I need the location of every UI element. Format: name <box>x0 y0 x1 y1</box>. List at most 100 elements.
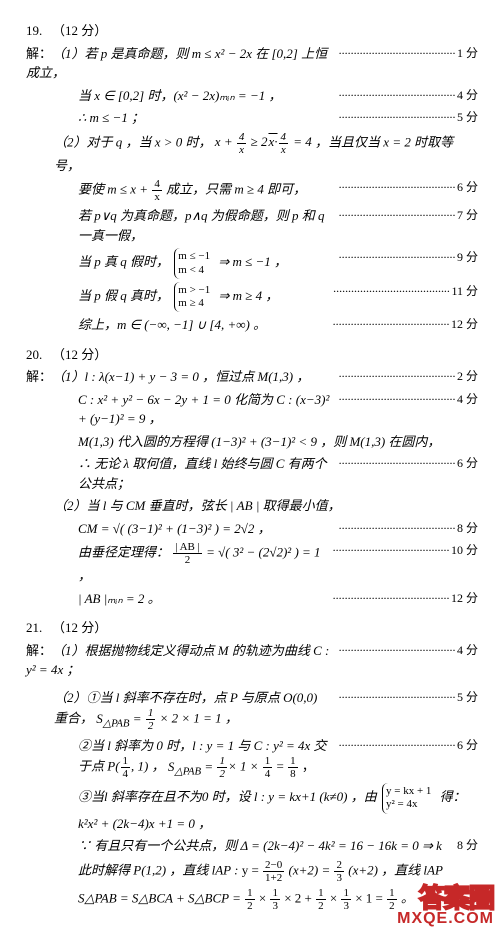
q21-l6: 此时解得 P(1,2) ，直线 lAP : y = 2−01+2 (x+2) =… <box>26 859 478 884</box>
q20-l7: 由垂径定理得： | AB |2 = √( 3² − (2√2)² ) = 1 ，… <box>26 541 478 586</box>
frac-quarter2: 14 <box>263 755 273 780</box>
q21-l5-score: 8 分 <box>457 838 478 852</box>
q19-l6: 若 p∨q 为真命题，p∧q 为假命题，则 p 和 q 一真一假， 7 分 <box>26 206 478 245</box>
q19-l8: 当 p 假 q 真时， m > −1m ≥ 4 ⇒ m ≥ 4 ， 11 分 <box>26 282 478 312</box>
q19-l7-score: 9 分 <box>457 250 478 264</box>
q21-l2-score: 5 分 <box>457 690 478 704</box>
sol-label: 解： <box>26 44 52 64</box>
dots-icon <box>338 46 457 60</box>
watermark-line1: 答案圈 <box>397 885 494 911</box>
q19-l9: 综上，m ∈ (−∞, −1] ∪ [4, +∞) 。 12 分 <box>26 315 478 335</box>
ineq-expr: x + 4x ≥ 2x·4x = 4 <box>215 134 312 149</box>
q21-l3b: , 1) ， <box>131 759 165 774</box>
q20-num: 20. <box>26 345 52 365</box>
brace-icon: m > −1m ≥ 4 <box>174 282 213 312</box>
frac-4x: 4x <box>152 178 162 203</box>
frac-13: 13 <box>270 887 280 912</box>
q19-l1-text: （1）若 p 是真命题，则 m ≤ x² − 2x 在 [0,2] 上恒成立， <box>26 46 327 81</box>
q19-l1-score: 1 分 <box>457 46 478 60</box>
q20-l2: C : x² + y² − 6x − 2y + 1 = 0 化简为 C : (x… <box>26 390 478 429</box>
q19-l5: 要使 m ≤ x + 4x 成立，只需 m ≥ 4 即可， 6 分 <box>26 178 478 203</box>
q19-l6-score: 7 分 <box>457 208 478 222</box>
q20-l1: 解：（1）l : λ(x−1) + y − 3 = 0 ，恒过点 M(1,3) … <box>26 367 478 387</box>
q19-l7: 当 p 真 q 假时， m ≤ −1m < 4 ⇒ m ≤ −1 ， 9 分 <box>26 248 478 278</box>
q21-l3: ②当 l 斜率为 0 时，l : y = 1 与 C : y² = 4x 交于点… <box>26 736 478 781</box>
sol-label: 解： <box>26 367 52 387</box>
q21-num: 21. <box>26 618 52 638</box>
dots-icon <box>338 392 457 406</box>
q21-l5-text: ∵ 有且只有一个公共点，则 Δ = (2k−4)² − 4k² = 16 − 1… <box>78 838 442 853</box>
dots-icon <box>338 643 457 657</box>
q19-num: 19. <box>26 21 52 41</box>
q19-l7arrow: ⇒ m ≤ −1 ， <box>218 255 287 270</box>
q20-l8-score: 12 分 <box>451 591 478 605</box>
q19-l1: 解：（1）若 p 是真命题，则 m ≤ x² − 2x 在 [0,2] 上恒成立… <box>26 44 478 83</box>
q20-l2-score: 4 分 <box>457 392 478 406</box>
frac-13b: 13 <box>341 887 351 912</box>
dots-icon <box>338 110 457 124</box>
q20-l7pre: 由垂径定理得： <box>78 545 169 560</box>
q21-l1-text: （1）根据抛物线定义得动点 M 的轨迹为曲线 C : y² = 4x ； <box>26 643 329 678</box>
q21-l6b: (x+2) = <box>289 862 334 877</box>
q20-l4: ∴ 无论 λ 取何值，直线 l 始终与圆 C 有两个公共点； 6 分 <box>26 454 478 493</box>
q20-l6: CM = √( (3−1)² + (1−3)² ) = 2√2 ， 8 分 <box>26 519 478 539</box>
q19-l7pre: 当 p 真 q 假时， <box>78 255 169 270</box>
q21-l4a: ③当l 斜率存在且不为0 时，设 l : y = kx+1 (k≠0) ，由 <box>78 789 377 804</box>
area-expr-2: S△PAB = 12 <box>168 759 228 774</box>
q19-l2-score: 4 分 <box>457 88 478 102</box>
q20-l5-text: （2）当 l 与 CM 垂直时，弦长 | AB | 取得最小值， <box>54 498 341 513</box>
frac-eighth: 18 <box>288 755 298 780</box>
frac-23: 23 <box>334 859 344 884</box>
brace-icon: y = kx + 1y² = 4x <box>382 783 434 813</box>
q20-l2-text: C : x² + y² − 6x − 2y + 1 = 0 化简为 C : (x… <box>78 392 329 427</box>
dots-icon <box>338 88 457 102</box>
frac-half: 12 <box>245 887 255 912</box>
q20-l3-text: M(1,3) 代入圆的方程得 (1−3)² + (3−1)² < 9 ，则 M(… <box>78 434 440 449</box>
q19-l8pre: 当 p 假 q 真时， <box>78 288 169 303</box>
q19-l3-text: ∴ m ≤ −1 ； <box>78 110 144 125</box>
q21-l3eq: × 1 × <box>228 759 262 774</box>
q19-points: （12 分） <box>52 23 107 38</box>
dots-icon <box>338 369 457 383</box>
q20-l6-text: CM = √( (3−1)² + (1−3)² ) = 2√2 ， <box>78 521 271 536</box>
q20-header: 20.（12 分） <box>26 345 478 365</box>
q19-l3: ∴ m ≤ −1 ； 5 分 <box>26 108 478 128</box>
dots-icon <box>338 738 457 752</box>
q19-l8arrow: ⇒ m ≥ 4 ， <box>218 288 278 303</box>
q20-l1-text: （1）l : λ(x−1) + y − 3 = 0 ，恒过点 M(1,3) ， <box>52 369 309 384</box>
area-expr: S△PAB = 12 <box>96 711 159 726</box>
q20-points: （12 分） <box>52 347 107 362</box>
brace-icon: m ≤ −1m < 4 <box>174 248 213 278</box>
q21-l5: ∵ 有且只有一个公共点，则 Δ = (2k−4)² − 4k² = 16 − 1… <box>26 836 478 856</box>
dots-icon <box>338 521 457 535</box>
q20-l6-score: 8 分 <box>457 521 478 535</box>
q19-l5pre: 要使 m ≤ x + <box>78 182 151 197</box>
q21-l2eq: × 2 × 1 = 1 ， <box>160 711 238 726</box>
q19-l9-score: 12 分 <box>451 317 478 331</box>
dots-icon <box>338 208 457 222</box>
q21-l6a: 此时解得 P(1,2) ，直线 lAP : <box>78 862 242 877</box>
sol-label: 解： <box>26 641 52 661</box>
q19-l3-score: 5 分 <box>457 110 478 124</box>
q21-l7a: S△PAB = S△BCA + S△BCP = <box>78 890 244 905</box>
q19-l8-score: 11 分 <box>451 284 478 298</box>
q19-header: 19.（12 分） <box>26 21 478 41</box>
dots-icon <box>332 591 451 605</box>
q20-l1-score: 2 分 <box>457 369 478 383</box>
frac-half3: 12 <box>387 887 397 912</box>
frac-quarter: 14 <box>121 755 131 780</box>
q19-l4: （2）对于 q ，当 x > 0 时， x + 4x ≥ 2x·4x = 4 ，… <box>26 131 478 176</box>
dots-icon <box>338 456 457 470</box>
dots-icon <box>338 690 457 704</box>
q19-l2-text: 当 x ∈ [0,2] 时，(x² − 2x)ₘᵢₙ = −1 ， <box>78 88 281 103</box>
q21-l6c: (x+2) ，直线 lAP <box>348 862 443 877</box>
dots-icon <box>332 317 451 331</box>
q20-l7-score: 10 分 <box>451 543 478 557</box>
q21-l1: 解：（1）根据抛物线定义得动点 M 的轨迹为曲线 C : y² = 4x ； 4… <box>26 641 478 680</box>
q19-l5-text: 成立，只需 m ≥ 4 即可， <box>166 182 306 197</box>
frac-ab2: | AB |2 <box>173 541 202 566</box>
q21-l1-score: 4 分 <box>457 643 478 657</box>
frac-20: 2−01+2 <box>263 859 284 884</box>
q20-l4-score: 6 分 <box>457 456 478 470</box>
watermark-line2: MXQE.COM <box>397 911 494 927</box>
